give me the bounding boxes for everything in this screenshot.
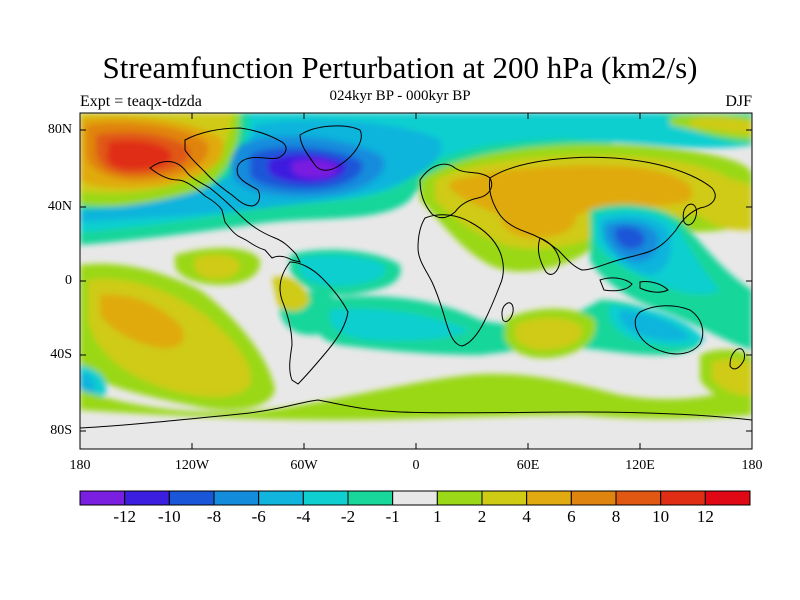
colorbar-label: 10: [652, 507, 670, 526]
colorbar-swatch: [704, 490, 751, 506]
contour-fields: [80, 113, 752, 420]
coastline-antarctica: [80, 399, 752, 429]
map-subtitle: 024kyr BP - 000kyr BP: [329, 88, 471, 104]
lon-label-0: 0: [412, 458, 420, 473]
contour-fill: [500, 207, 576, 238]
colorbar-swatch: [392, 490, 438, 506]
lat-label-0: 0: [65, 273, 72, 288]
contour-fill: [514, 317, 583, 351]
colorbar-swatch: [660, 490, 706, 506]
lat-ticks: [80, 129, 752, 432]
contour-fill: [80, 372, 96, 394]
coastline-japan: [682, 203, 697, 226]
coastline-africa: [417, 214, 504, 347]
colorbar-swatch: [79, 490, 126, 506]
coastline-new-zealand: [729, 348, 745, 370]
coastline-europe: [419, 163, 493, 219]
lon-label-180e: 180: [741, 458, 763, 473]
experiment-label: Expt = teaqx-tdzda: [80, 93, 202, 110]
lat-label-80s: 80S: [50, 423, 72, 438]
contour-fill: [712, 359, 752, 396]
colorbar-swatch: [615, 490, 662, 506]
coastline-asia: [489, 156, 716, 271]
lon-label-60w: 60W: [290, 458, 318, 473]
coastline-canada-arctic: [184, 127, 287, 207]
coastline-south-america: [279, 261, 349, 385]
colorbar-swatch: [347, 490, 394, 506]
map-title: Streamfunction Perturbation at 200 hPa (…: [102, 50, 698, 85]
contour-fill: [300, 255, 386, 287]
contour-fill: [690, 117, 752, 134]
lat-label-40n: 40N: [47, 199, 72, 214]
coastline-maritime: [599, 277, 669, 293]
lon-label-60e: 60E: [516, 458, 540, 473]
lon-ticks: [191, 113, 641, 449]
colorbar-label: -6: [251, 507, 266, 526]
contour-fill: [272, 276, 310, 312]
colorbar-label: -10: [157, 507, 181, 526]
contour-fill: [619, 310, 690, 341]
contour-fill: [614, 226, 645, 250]
contour-fill: [194, 254, 240, 280]
colorbar-swatch: [168, 490, 215, 506]
colorbar-swatch: [124, 490, 170, 506]
colorbar: [79, 490, 751, 506]
lat-label-40s: 40S: [50, 347, 72, 362]
colorbar-label: 1: [433, 507, 442, 526]
lon-label-120e: 120E: [625, 458, 655, 473]
contour-fill: [330, 308, 470, 341]
coastline-madagascar: [501, 302, 514, 323]
colorbar-swatch: [213, 490, 260, 506]
colorbar-label: -8: [206, 507, 222, 526]
lon-label-180w: 180: [69, 458, 91, 473]
colorbar-label: -4: [296, 507, 311, 526]
map-area: [80, 113, 752, 449]
colorbar-label: -12: [113, 507, 136, 526]
lat-label-80n: 80N: [47, 122, 72, 137]
coastline-australia: [634, 305, 704, 355]
colorbar-label: 6: [567, 507, 576, 526]
coastline-greenland: [299, 125, 362, 171]
colorbar-label: 12: [696, 507, 714, 526]
contour-fill: [107, 140, 172, 170]
colorbar-swatch: [526, 490, 572, 506]
colorbar-swatch: [436, 490, 483, 506]
contour-fill: [80, 374, 752, 420]
colorbar-label: 2: [477, 507, 487, 526]
colorbar-swatch: [481, 490, 528, 506]
colorbar-label: -2: [340, 507, 356, 526]
coastlines: [80, 125, 752, 429]
contour-fill: [450, 165, 693, 222]
lon-label-120w: 120W: [174, 458, 210, 473]
contour-fill: [291, 159, 338, 179]
colorbar-label: 8: [611, 507, 621, 526]
coastline-north-america: [149, 161, 301, 263]
colorbar-swatch: [302, 490, 349, 506]
colorbar-swatch: [258, 490, 304, 506]
contour-fill: [690, 178, 752, 231]
colorbar-swatch: [570, 490, 617, 506]
coastline-india: [537, 237, 561, 275]
colorbar-label: 4: [522, 507, 531, 526]
season-label: DJF: [725, 93, 752, 110]
colorbar-label: -1: [385, 507, 400, 526]
contour-fill: [100, 294, 184, 349]
